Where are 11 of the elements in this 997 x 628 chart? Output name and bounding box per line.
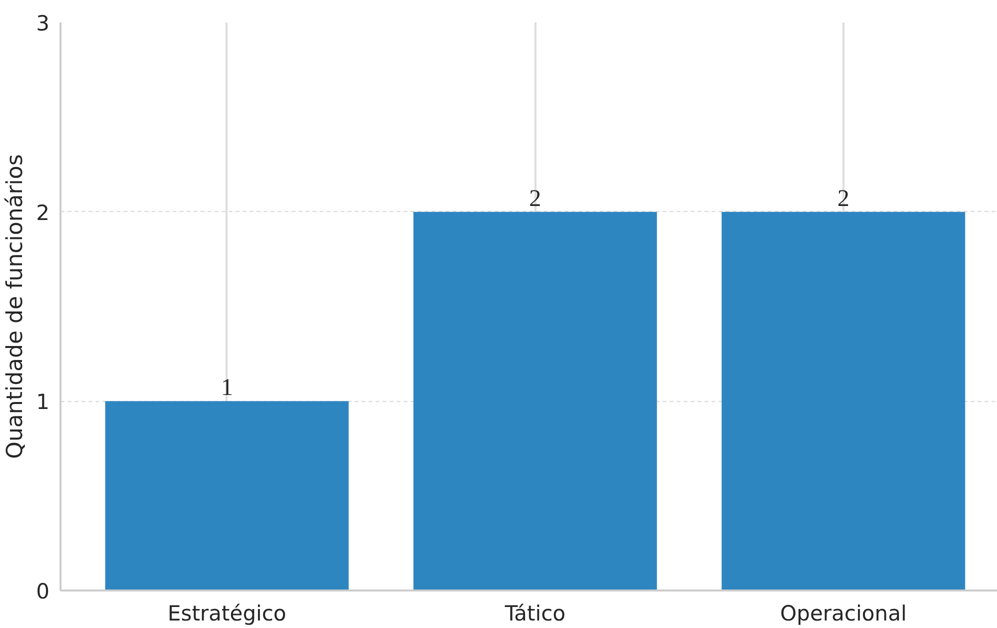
data-label: 1 — [220, 375, 233, 402]
x-tick-label: Estratégico — [168, 602, 286, 626]
y-tick-label: 1 — [36, 390, 50, 414]
y-axis-title: Quantidade de funcionários — [3, 154, 28, 459]
y-tick-label: 2 — [36, 200, 50, 225]
y-tick-label: 3 — [36, 12, 50, 36]
y-tick-label: 0 — [36, 580, 50, 604]
data-label: 2 — [529, 186, 542, 212]
x-tick-label: Tático — [504, 602, 566, 626]
x-tick-label: Operacional — [780, 602, 907, 626]
data-label: 2 — [837, 186, 850, 212]
